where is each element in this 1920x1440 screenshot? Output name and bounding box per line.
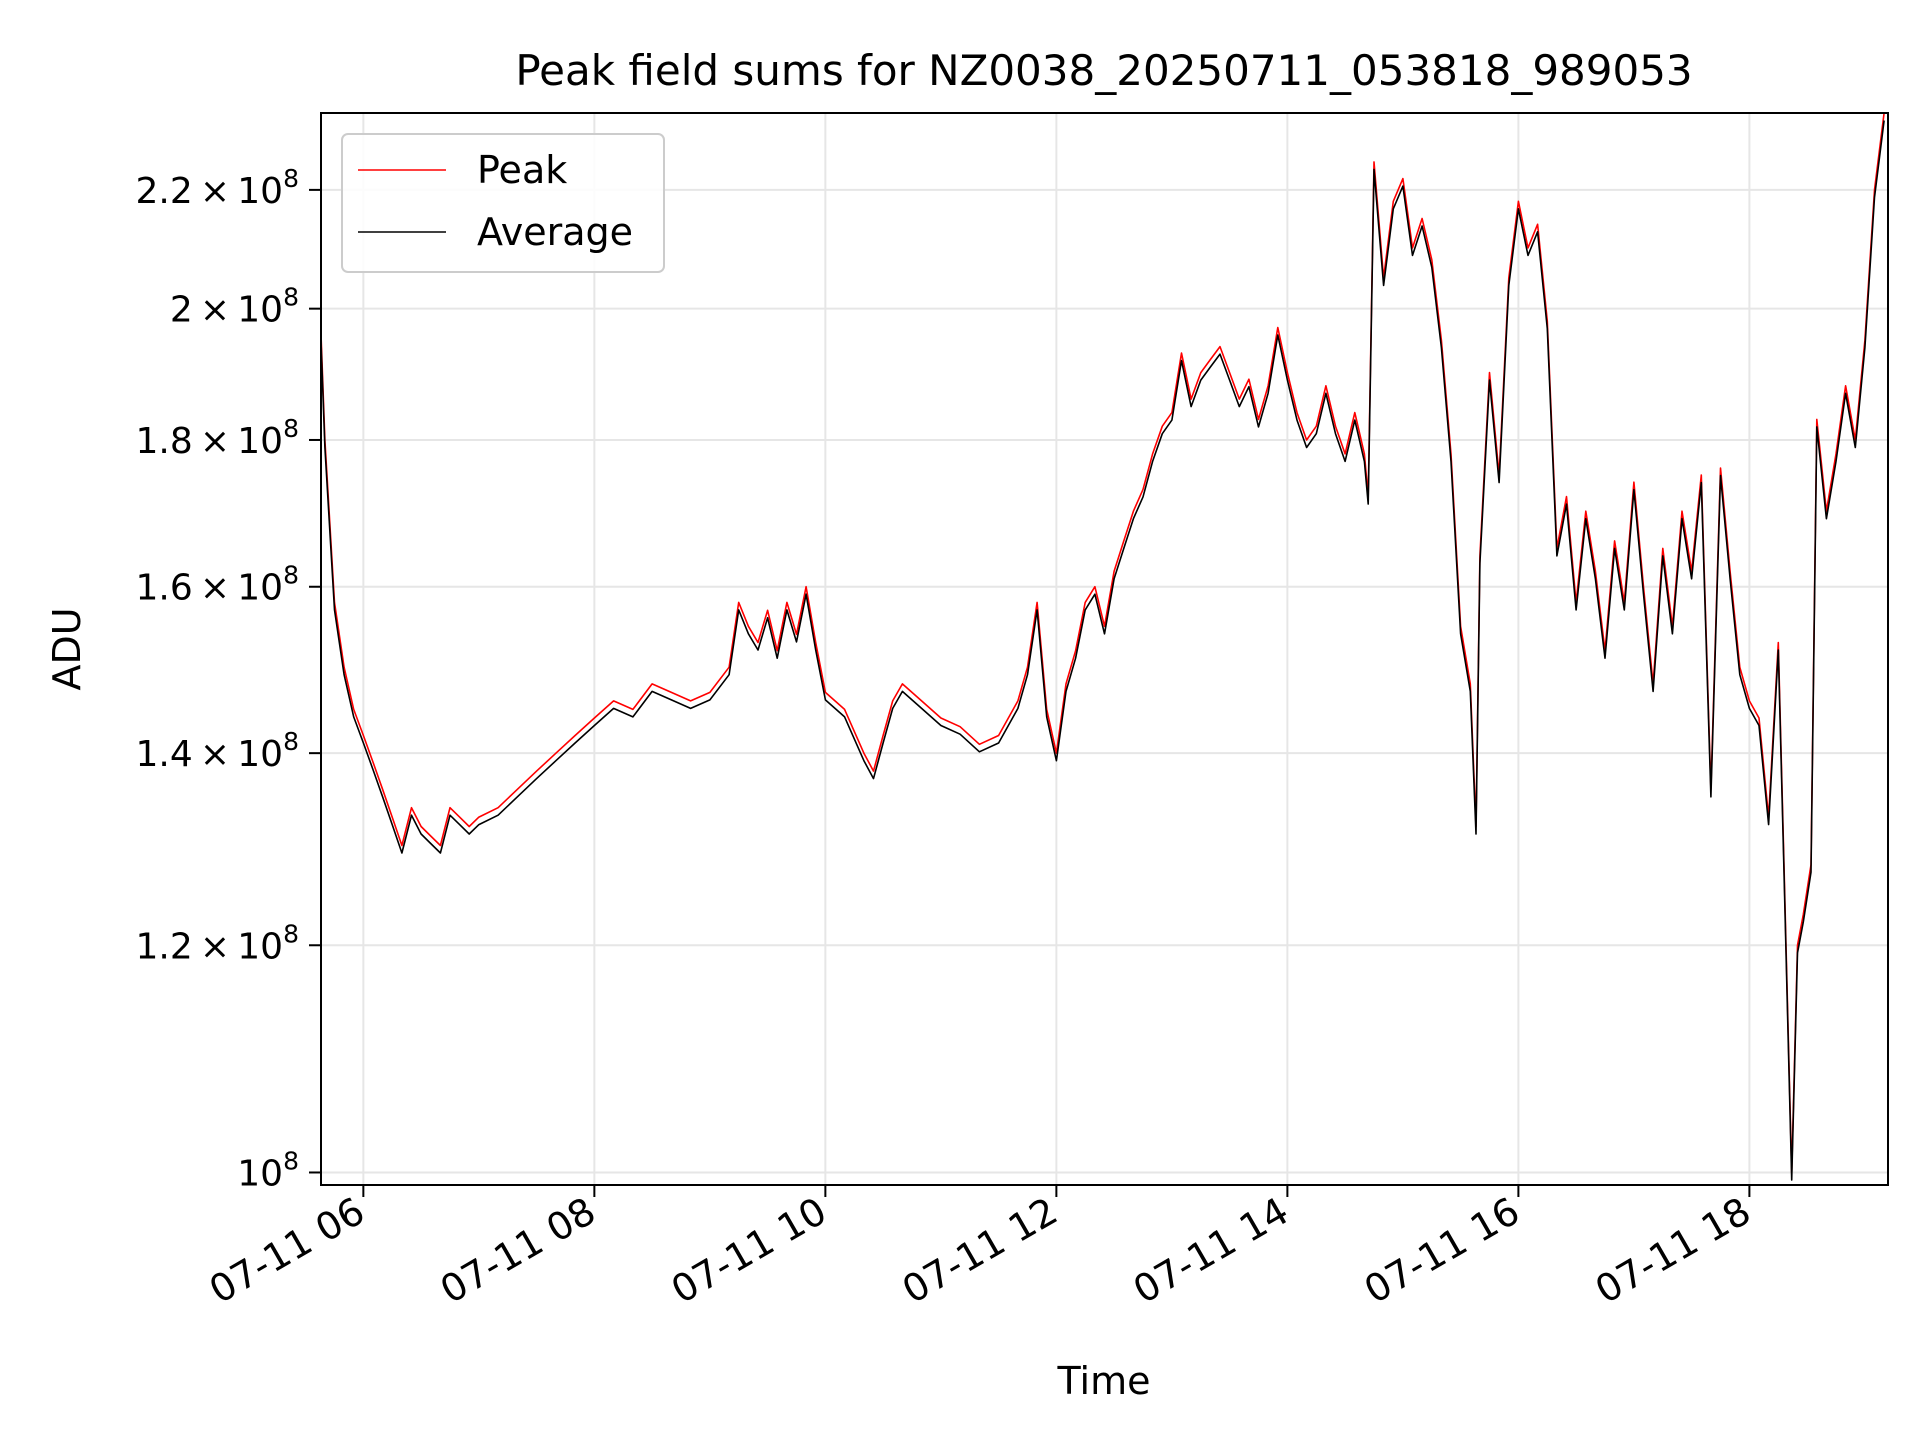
y-tick-label: 1.4 × 108 <box>135 727 299 775</box>
series-lines <box>321 113 1885 1181</box>
legend: Peak Average <box>341 133 665 273</box>
legend-peak-label: Peak <box>477 148 567 192</box>
y-axis-ticks: 108 1.2 × 108 1.4 × 108 1.6 × 108 1.8 × 108 2… <box>135 164 321 1194</box>
y-tick-label: 108 <box>237 1146 299 1194</box>
y-tick-label: 2.2 × 108 <box>135 164 299 212</box>
y-tick-label: 1.2 × 108 <box>135 919 299 967</box>
x-axis-label: Time <box>1057 1359 1151 1403</box>
y-tick-label: 1.6 × 108 <box>135 561 299 609</box>
legend-average-label: Average <box>477 210 633 254</box>
legend-box <box>341 133 665 273</box>
series-line-average <box>321 120 1885 1181</box>
y-axis-label: ADU <box>45 607 89 690</box>
y-tick-label: 2 × 108 <box>170 283 299 331</box>
y-tick-label: 1.8 × 108 <box>135 414 299 462</box>
chart-title: Peak field sums for NZ0038_20250711_0538… <box>515 46 1692 95</box>
plot-area-frame <box>320 112 1889 1186</box>
series-line-peak <box>321 113 1885 1174</box>
